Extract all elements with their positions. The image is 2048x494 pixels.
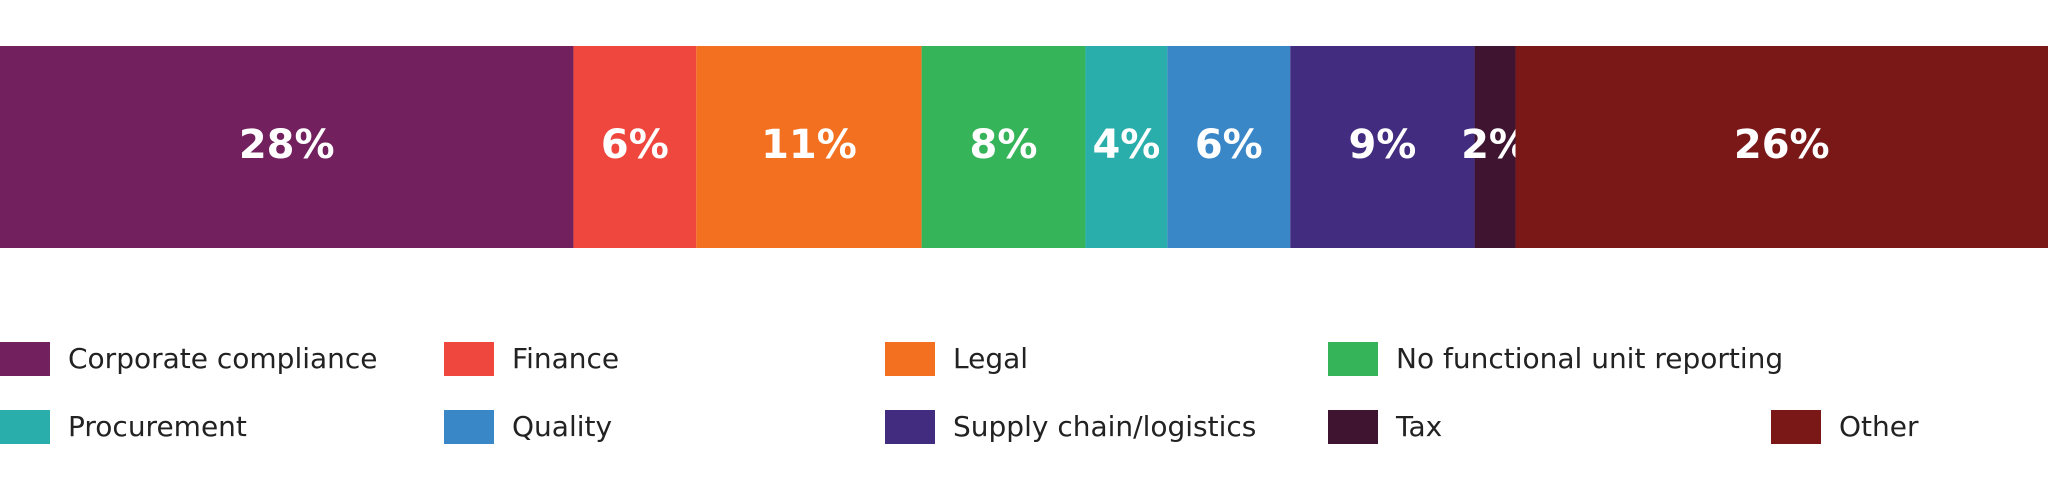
bar-segment xyxy=(1167,46,1291,248)
legend-label: Corporate compliance xyxy=(68,342,378,375)
legend-label: Supply chain/logistics xyxy=(953,410,1256,443)
legend-swatch xyxy=(0,342,50,376)
data-label: 8% xyxy=(970,122,1038,168)
legend-label: Other xyxy=(1839,410,1919,443)
legend-label: Procurement xyxy=(68,410,247,443)
data-label: 26% xyxy=(1734,122,1830,168)
legend-label: Quality xyxy=(512,410,612,443)
bar-segment xyxy=(0,46,574,248)
data-label: 6% xyxy=(1195,122,1263,168)
legend-swatch xyxy=(0,410,50,444)
bar-segment xyxy=(573,46,697,248)
bar-segment xyxy=(1085,46,1168,248)
bar-segment xyxy=(696,46,922,248)
legend-swatch xyxy=(444,410,494,444)
legend-swatch xyxy=(444,342,494,376)
bar-segment xyxy=(1515,46,2048,248)
data-label: 9% xyxy=(1348,122,1416,168)
legend-swatch xyxy=(1771,410,1821,444)
legend-swatch xyxy=(1328,342,1378,376)
legend-label: Finance xyxy=(512,342,619,375)
legend-label: No functional unit reporting xyxy=(1396,342,1783,375)
legend-label: Tax xyxy=(1395,410,1442,443)
bar-segment xyxy=(1474,46,1516,248)
data-label: 11% xyxy=(761,122,857,168)
data-label: 28% xyxy=(239,122,335,168)
legend-swatch xyxy=(885,342,935,376)
legend-swatch xyxy=(885,410,935,444)
legend-swatch xyxy=(1328,410,1378,444)
legend-label: Legal xyxy=(953,342,1028,375)
data-label: 6% xyxy=(601,122,669,168)
bar-segment xyxy=(921,46,1086,248)
data-label: 4% xyxy=(1092,122,1160,168)
bar-segment xyxy=(1290,46,1475,248)
